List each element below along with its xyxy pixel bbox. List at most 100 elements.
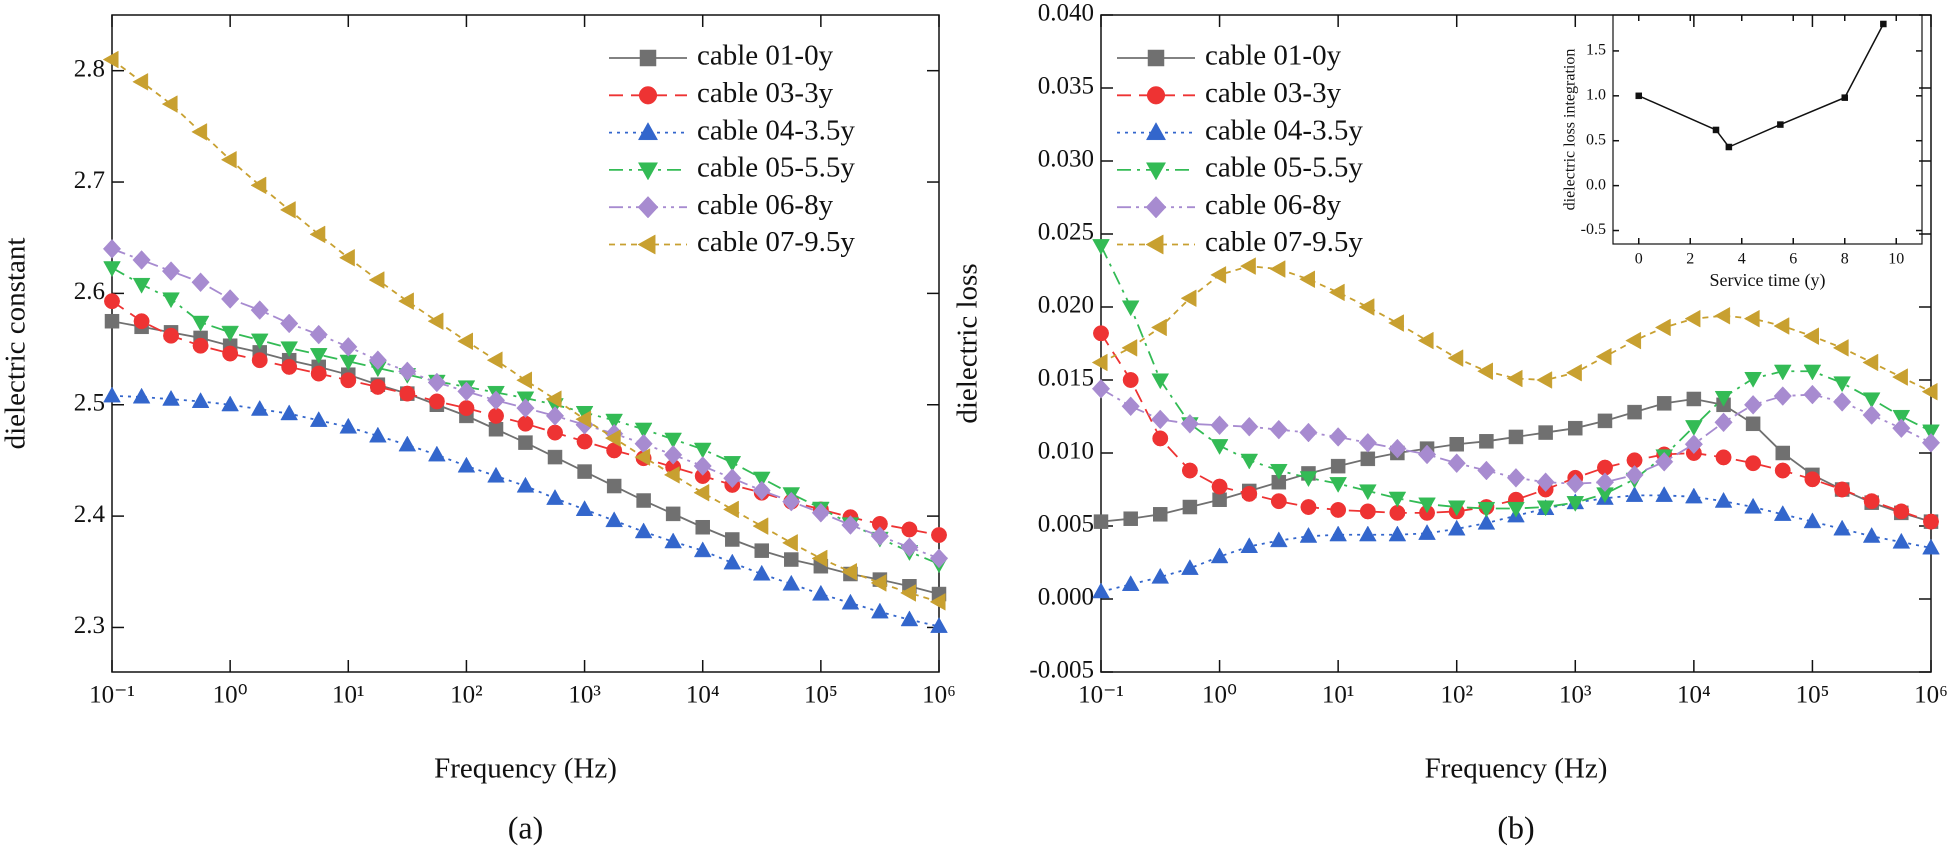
x-axis-label: Frequency (Hz)	[434, 753, 617, 785]
marker	[547, 424, 563, 441]
marker	[1685, 420, 1703, 436]
marker	[1092, 239, 1110, 255]
marker	[1862, 526, 1881, 543]
legend-label: cable 05-5.5y	[1205, 152, 1363, 184]
marker	[547, 449, 563, 465]
marker	[811, 502, 830, 523]
marker	[309, 324, 328, 345]
x-tick-label: 10⁻¹	[1078, 682, 1124, 709]
marker	[634, 448, 651, 466]
legend-marker	[637, 122, 659, 141]
marker	[841, 515, 860, 535]
legend-label: cable 06-8y	[697, 189, 834, 221]
marker	[1714, 412, 1733, 433]
marker	[754, 543, 769, 558]
marker	[1862, 392, 1881, 409]
marker	[1181, 559, 1199, 575]
marker	[1210, 439, 1229, 455]
marker	[281, 358, 298, 375]
marker	[1180, 289, 1197, 308]
marker	[1506, 468, 1526, 488]
marker	[1508, 429, 1524, 445]
legend-marker	[1145, 162, 1167, 181]
marker	[1449, 436, 1464, 452]
marker	[664, 445, 683, 465]
legend-marker	[638, 86, 658, 105]
legend-label: cable 04-3.5y	[1205, 114, 1363, 146]
marker	[752, 471, 771, 488]
marker	[931, 527, 947, 543]
x-tick-label: 10⁵	[804, 682, 838, 709]
marker	[1447, 500, 1466, 517]
marker	[1725, 143, 1733, 151]
marker	[1773, 386, 1792, 406]
legend-marker	[637, 234, 656, 255]
legend-label: cable 01-0y	[697, 40, 834, 72]
marker	[368, 271, 385, 289]
marker	[1418, 524, 1436, 540]
marker	[1568, 420, 1583, 436]
marker	[516, 398, 535, 418]
marker	[576, 433, 593, 450]
marker	[1536, 472, 1555, 493]
marker	[1892, 368, 1908, 386]
legend-marker	[639, 49, 657, 67]
marker	[1269, 531, 1288, 548]
marker	[1329, 477, 1347, 493]
y-axis-label: dielectric constant	[0, 238, 32, 450]
marker	[575, 410, 592, 429]
marker	[1269, 419, 1288, 440]
marker	[1538, 425, 1553, 440]
marker	[1685, 487, 1703, 504]
marker	[132, 387, 151, 404]
marker	[1300, 499, 1317, 515]
marker	[516, 371, 533, 390]
marker	[693, 456, 712, 476]
marker	[900, 584, 916, 602]
marker	[250, 333, 269, 350]
marker	[1477, 513, 1496, 530]
marker	[488, 407, 504, 424]
y-tick-label: 0.035	[1038, 73, 1094, 100]
marker	[1921, 432, 1941, 453]
y-tick-label: -0.005	[1029, 657, 1094, 684]
marker	[1536, 371, 1553, 389]
x-tick-label: 2	[1686, 251, 1694, 268]
marker	[1862, 353, 1879, 372]
marker	[930, 617, 948, 633]
marker	[723, 468, 742, 489]
marker	[191, 315, 210, 332]
marker	[1536, 500, 1555, 517]
marker	[634, 522, 653, 539]
marker	[1625, 465, 1644, 485]
marker	[1773, 364, 1792, 381]
marker	[1745, 455, 1762, 472]
marker	[1151, 567, 1170, 584]
marker	[545, 406, 565, 426]
marker	[309, 225, 326, 244]
x-tick-label: 10⁴	[686, 682, 720, 709]
marker	[1714, 390, 1733, 407]
marker	[870, 574, 887, 592]
marker	[427, 372, 446, 393]
marker	[1150, 318, 1167, 337]
marker	[163, 327, 179, 344]
marker	[1773, 505, 1792, 521]
marker	[1121, 575, 1140, 591]
x-tick-label: 10¹	[1322, 682, 1355, 709]
marker	[220, 150, 237, 169]
marker	[1210, 547, 1229, 564]
series-line	[111, 58, 940, 603]
marker	[103, 261, 121, 278]
marker	[162, 292, 180, 309]
marker	[221, 325, 239, 342]
marker	[1359, 525, 1377, 542]
marker	[577, 464, 592, 479]
marker	[1892, 418, 1911, 438]
legend-label: cable 01-0y	[1205, 40, 1342, 72]
x-tick-label: 10⁴	[1677, 682, 1711, 709]
marker	[102, 50, 119, 69]
marker	[1182, 499, 1198, 515]
marker	[1151, 373, 1170, 390]
caption: (b)	[1497, 809, 1534, 845]
